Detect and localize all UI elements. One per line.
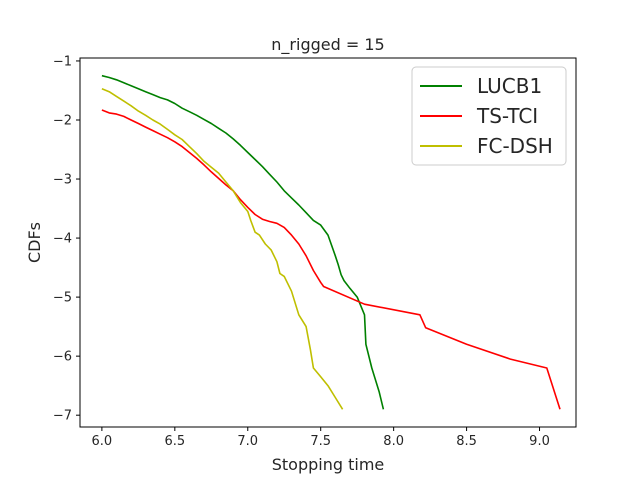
- y-tick-label: −6: [53, 350, 72, 365]
- chart-title: n_rigged = 15: [271, 35, 384, 55]
- series-line-ts-tci: [101, 109, 561, 410]
- series-line-lucb1: [101, 74, 385, 410]
- series-layer: [101, 74, 561, 410]
- x-tick-label: 9.0: [529, 434, 550, 449]
- x-tick-label: 8.0: [383, 434, 404, 449]
- y-tick-label: −2: [53, 113, 72, 128]
- legend-label-fc-dsh: FC-DSH: [477, 134, 553, 158]
- plot-frame: [79, 57, 577, 428]
- x-tick-label: 7.5: [310, 434, 331, 449]
- x-axis: 6.0 6.5 7.0 7.5 8.0 8.5 9.0: [92, 427, 550, 449]
- y-tick-label: −5: [53, 291, 72, 306]
- y-tick-label: −1: [53, 54, 72, 69]
- y-tick-label: −4: [53, 232, 72, 247]
- x-tick-label: 6.5: [164, 434, 185, 449]
- series-line-fc-dsh: [101, 87, 344, 410]
- legend-label-lucb1: LUCB1: [477, 74, 542, 98]
- x-tick-label: 6.0: [92, 434, 113, 449]
- x-tick-label: 7.0: [237, 434, 258, 449]
- legend: LUCB1 TS-TCI FC-DSH: [411, 66, 567, 166]
- y-tick-label: −7: [53, 409, 72, 424]
- y-axis-label: CDFs: [25, 222, 44, 263]
- x-axis-label: Stopping time: [272, 455, 385, 474]
- y-tick-label: −3: [53, 173, 72, 188]
- legend-box: [411, 66, 567, 166]
- legend-label-ts-tci: TS-TCI: [476, 104, 538, 128]
- y-axis: −1 −2 −3 −4 −5 −6 −7: [53, 54, 80, 424]
- x-tick-label: 8.5: [456, 434, 477, 449]
